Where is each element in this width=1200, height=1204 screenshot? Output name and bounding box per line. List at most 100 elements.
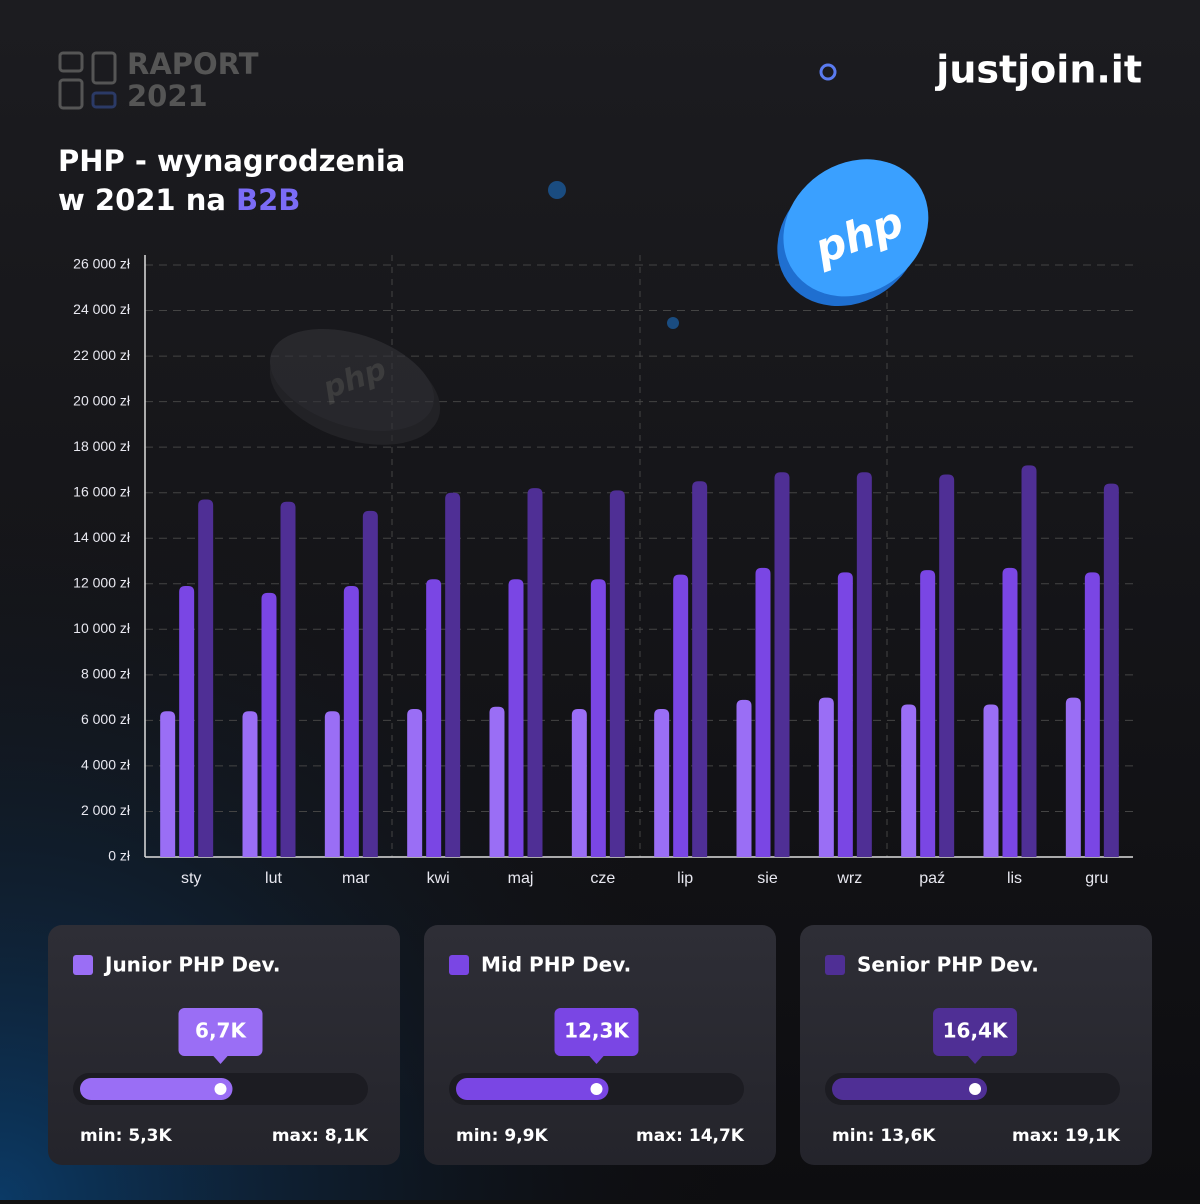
bar [343, 586, 359, 857]
php-coin-dark: php [269, 328, 441, 445]
bar [179, 586, 195, 857]
min-label: min: 9,9K [456, 1126, 548, 1146]
brand: justjoin.it [934, 48, 1142, 92]
value-bubble-tip [588, 1055, 605, 1064]
bar [774, 472, 790, 857]
bar [445, 492, 461, 857]
x-tick-label: wrz [836, 870, 862, 887]
report-logo [58, 51, 117, 110]
legend-swatch [73, 955, 93, 975]
slider-fill [832, 1078, 988, 1100]
bar [362, 510, 378, 857]
bar [1084, 572, 1100, 857]
legend-cards: Junior PHP Dev. 6,7K min: 5,3K max: 8,1K Mid… [48, 925, 1152, 1165]
max-label: max: 19,1K [1012, 1126, 1121, 1146]
chart-title: w 2021 na B2B [58, 183, 300, 217]
bar [837, 572, 853, 857]
bar [1002, 567, 1018, 857]
slider-knob [590, 1083, 603, 1095]
bar [324, 711, 340, 857]
bar [527, 488, 543, 857]
x-tick-label: sie [757, 870, 778, 887]
decor-dot [548, 181, 566, 199]
bar [939, 474, 955, 857]
value-bubble [178, 1008, 263, 1056]
x-tick-label: kwi [427, 870, 450, 887]
bar [590, 579, 606, 857]
legend-label: Mid PHP Dev. [481, 953, 631, 977]
report-year: 2021 [127, 79, 208, 113]
x-tick-label: maj [508, 870, 534, 887]
y-tick-label: 18 000 zł [73, 438, 131, 454]
bar [818, 697, 834, 857]
chart-title-highlight: B2B [236, 183, 300, 217]
x-tick-label: cze [590, 870, 615, 887]
x-tick-label: sty [181, 870, 201, 887]
decor-dot [819, 63, 837, 81]
report-label: RAPORT [127, 47, 259, 81]
slider-knob [969, 1083, 982, 1095]
legend-label: Junior PHP Dev. [103, 953, 281, 977]
y-tick-label: 6 000 zł [81, 711, 131, 727]
y-tick-label: 0 zł [108, 848, 131, 864]
plot: 0 zł 2 000 zł 4 000 zł 6 000 zł 8 000 zł 10 0… [73, 255, 1133, 887]
bar [673, 574, 689, 857]
value-label: 12,3K [564, 1019, 630, 1043]
decor-dot [667, 317, 679, 329]
value-bubble [933, 1008, 1018, 1056]
bar [1103, 483, 1119, 857]
x-tick-label: gru [1085, 870, 1108, 887]
bar [160, 711, 176, 857]
x-tick-label: paź [919, 870, 945, 887]
x-tick-label: lip [677, 870, 693, 887]
y-tick-label: 4 000 zł [81, 757, 131, 773]
value-bubble-tip [967, 1055, 984, 1064]
x-tick-label: lis [1007, 870, 1022, 887]
y-tick-label: 8 000 zł [81, 666, 131, 682]
bar [571, 709, 587, 857]
y-tick-label: 20 000 zł [73, 392, 131, 408]
slider-fill [80, 1078, 233, 1100]
bar [692, 481, 708, 857]
bar [920, 570, 936, 857]
bar [508, 579, 524, 857]
max-label: max: 14,7K [636, 1126, 745, 1146]
x-tick-label: lut [265, 870, 282, 887]
y-tick-label: 10 000 zł [73, 620, 131, 636]
chart-title: w 2021 na [58, 183, 236, 217]
min-label: min: 13,6K [832, 1126, 936, 1146]
slider-knob [214, 1083, 227, 1095]
y-tick-label: 24 000 zł [73, 301, 131, 317]
bar [407, 709, 423, 857]
bar [1065, 697, 1081, 857]
bar [901, 704, 917, 857]
legend-label: Senior PHP Dev. [857, 953, 1039, 977]
php-coin: php [777, 159, 929, 307]
bar [489, 706, 505, 857]
max-label: max: 8,1K [272, 1126, 369, 1146]
bar [426, 579, 442, 857]
bar [736, 699, 752, 857]
y-tick-label: 26 000 zł [73, 256, 131, 272]
value-bubble-tip [212, 1055, 229, 1064]
bar [280, 501, 296, 857]
y-tick-label: 22 000 zł [73, 347, 131, 363]
bar [242, 711, 258, 857]
value-label: 16,4K [943, 1019, 1009, 1043]
bar [609, 490, 625, 857]
y-tick-label: 2 000 zł [81, 802, 131, 818]
y-tick-label: 16 000 zł [73, 483, 131, 499]
value-label: 6,7K [195, 1019, 247, 1043]
bar [856, 472, 872, 857]
y-tick-label: 12 000 zł [73, 574, 131, 590]
bar [198, 499, 214, 857]
slider-fill [456, 1078, 609, 1100]
legend-swatch [449, 955, 469, 975]
bar [755, 567, 771, 857]
bar [654, 709, 670, 857]
bar [1021, 465, 1037, 857]
chart-title: PHP - wynagrodzenia [58, 144, 405, 178]
y-tick-label: 14 000 zł [73, 529, 131, 545]
value-bubble [554, 1008, 639, 1056]
